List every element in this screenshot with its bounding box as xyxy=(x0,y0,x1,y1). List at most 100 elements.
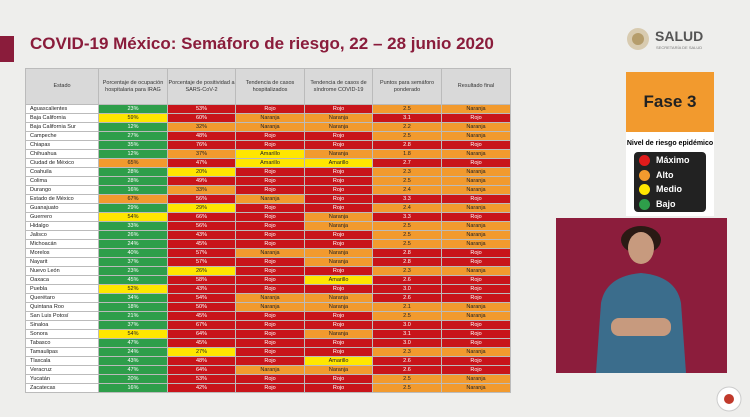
interpreter-video xyxy=(556,218,727,373)
value-cell: Naranja xyxy=(441,203,511,213)
value-cell: Rojo xyxy=(304,320,373,330)
table-row: Tabasco 47% 45% Rojo Rojo 3.0 Rojo xyxy=(25,338,511,348)
value-cell: 64% xyxy=(167,365,236,375)
state-cell: Aguascalientes xyxy=(25,104,99,114)
value-cell: 49% xyxy=(167,176,236,186)
value-cell: Naranja xyxy=(304,149,373,159)
value-cell: Naranja xyxy=(304,221,373,231)
table-row: Hidalgo 33% 56% Rojo Naranja 2.5 Naranja xyxy=(25,221,511,231)
value-cell: Rojo xyxy=(304,140,373,150)
value-cell: 2.4 xyxy=(372,185,442,195)
value-cell: Naranja xyxy=(235,293,305,303)
column-header: Estado xyxy=(25,68,99,105)
value-cell: 24% xyxy=(98,239,168,249)
state-cell: Yucatán xyxy=(25,374,99,384)
level-light xyxy=(639,169,650,181)
value-cell: Naranja xyxy=(304,113,373,123)
state-cell: Nayarit xyxy=(25,257,99,267)
state-cell: Veracruz xyxy=(25,365,99,375)
value-cell: Rojo xyxy=(235,383,305,393)
value-cell: Naranja xyxy=(441,383,511,393)
state-cell: Morelos xyxy=(25,248,99,258)
state-cell: Jalisco xyxy=(25,230,99,240)
state-cell: Ciudad de México xyxy=(25,158,99,168)
level-label: Alto xyxy=(656,169,674,180)
value-cell: Rojo xyxy=(235,203,305,213)
value-cell: 56% xyxy=(167,221,236,231)
value-cell: 2.8 xyxy=(372,257,442,267)
value-cell: 58% xyxy=(167,275,236,285)
value-cell: 43% xyxy=(98,356,168,366)
value-cell: 67% xyxy=(98,194,168,204)
value-cell: 2.5 xyxy=(372,374,442,384)
table-row: Baja California Sur 12% 32% Naranja Naranja 2… xyxy=(25,122,511,132)
value-cell: Amarillo xyxy=(304,158,373,168)
value-cell: Rojo xyxy=(235,176,305,186)
value-cell: Naranja xyxy=(304,329,373,339)
value-cell: Naranja xyxy=(304,257,373,267)
value-cell: Rojo xyxy=(235,131,305,141)
value-cell: Rojo xyxy=(235,239,305,249)
state-cell: Nuevo León xyxy=(25,266,99,276)
value-cell: Naranja xyxy=(441,104,511,114)
value-cell: 43% xyxy=(167,230,236,240)
value-cell: Rojo xyxy=(235,221,305,231)
value-cell: 2.5 xyxy=(372,221,442,231)
table-row: Baja California 59% 60% Naranja Naranja 3.1 Ro… xyxy=(25,113,511,123)
column-header: Porcentaje de ocupación hospitalaria par… xyxy=(98,68,168,105)
logo-emblem xyxy=(627,28,649,50)
value-cell: Rojo xyxy=(235,356,305,366)
table-row: Oaxaca 45% 58% Rojo Amarillo 2.6 Rojo xyxy=(25,275,511,285)
value-cell: 27% xyxy=(98,131,168,141)
value-cell: 2.6 xyxy=(372,275,442,285)
value-cell: 34% xyxy=(98,293,168,303)
column-header: Resultado final xyxy=(441,68,511,105)
value-cell: 45% xyxy=(167,311,236,321)
table-row: Guanajuato 29% 29% Rojo Rojo 2.4 Naranja xyxy=(25,203,511,213)
value-cell: 60% xyxy=(167,113,236,123)
table-row: Morelos 40% 57% Naranja Naranja 2.8 Rojo xyxy=(25,248,511,258)
logo-subtext: SECRETARÍA DE SALUD xyxy=(656,45,703,50)
value-cell: 29% xyxy=(167,203,236,213)
value-cell: 16% xyxy=(98,383,168,393)
state-cell: Sonora xyxy=(25,329,99,339)
value-cell: 2.5 xyxy=(372,104,442,114)
value-cell: Amarillo xyxy=(304,275,373,285)
value-cell: Rojo xyxy=(441,365,511,375)
value-cell: Naranja xyxy=(235,122,305,132)
value-cell: 12% xyxy=(98,149,168,159)
value-cell: 40% xyxy=(98,248,168,258)
value-cell: Rojo xyxy=(304,104,373,114)
state-cell: Chihuahua xyxy=(25,149,99,159)
state-cell: Tamaulipas xyxy=(25,347,99,357)
value-cell: 2.6 xyxy=(372,365,442,375)
value-cell: 37% xyxy=(98,320,168,330)
value-cell: Rojo xyxy=(235,284,305,294)
state-cell: Coahuila xyxy=(25,167,99,177)
value-cell: Rojo xyxy=(235,212,305,222)
value-cell: 54% xyxy=(98,329,168,339)
state-cell: Puebla xyxy=(25,284,99,294)
value-cell: Amarillo xyxy=(235,149,305,159)
table-row: Sonora 54% 64% Rojo Naranja 3.1 Rojo xyxy=(25,329,511,339)
value-cell: 2.6 xyxy=(372,293,442,303)
value-cell: 57% xyxy=(167,248,236,258)
value-cell: 48% xyxy=(167,131,236,141)
value-cell: Naranja xyxy=(441,239,511,249)
value-cell: Rojo xyxy=(304,230,373,240)
value-cell: 2.5 xyxy=(372,383,442,393)
state-cell: Quintana Roo xyxy=(25,302,99,312)
value-cell: Naranja xyxy=(235,248,305,258)
value-cell: 2.3 xyxy=(372,266,442,276)
table-row: Tlaxcala 43% 48% Rojo Amarillo 2.6 Rojo xyxy=(25,356,511,366)
value-cell: 2.5 xyxy=(372,131,442,141)
value-cell: 52% xyxy=(98,284,168,294)
table-row: Durango 16% 33% Rojo Rojo 2.4 Naranja xyxy=(25,185,511,195)
value-cell: Rojo xyxy=(441,212,511,222)
value-cell: Naranja xyxy=(441,122,511,132)
value-cell: 37% xyxy=(98,257,168,267)
traffic-light: Máximo Alto Medio Bajo xyxy=(634,152,706,212)
value-cell: 2.8 xyxy=(372,248,442,258)
table-row: Zacatecas 16% 42% Rojo Rojo 2.5 Naranja xyxy=(25,383,511,393)
table-row: Veracruz 47% 64% Naranja Naranja 2.6 Rojo xyxy=(25,365,511,375)
